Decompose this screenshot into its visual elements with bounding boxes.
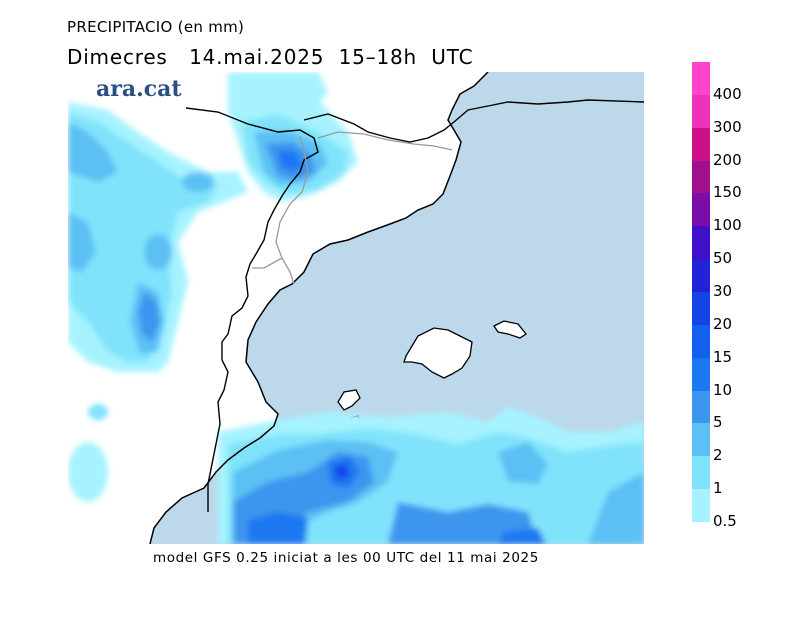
legend-swatch [692, 259, 710, 293]
legend-swatch [692, 94, 710, 129]
ara-cat-logo: ara.cat [96, 76, 182, 102]
precipitation-map [68, 72, 644, 544]
legend-swatch [692, 456, 710, 490]
legend-swatch [692, 324, 710, 359]
region-border [252, 131, 453, 285]
north-border [303, 99, 644, 143]
legend-label: 30 [713, 282, 733, 300]
legend-swatch [692, 127, 710, 162]
legend-label: 300 [713, 117, 742, 136]
legend-label: 10 [713, 380, 733, 399]
legend-swatch [692, 357, 710, 392]
legend-swatch [692, 160, 710, 194]
coastline [149, 72, 489, 544]
legend-label: 15 [713, 347, 733, 366]
france-border [185, 107, 319, 512]
precipitation-field [68, 72, 644, 544]
legend-swatch [692, 62, 710, 96]
legend-label: 20 [713, 314, 733, 333]
legend-swatch [692, 390, 710, 424]
legend-label: 5 [713, 413, 723, 432]
map-title: PRECIPITACIO (en mm) [67, 18, 245, 36]
legend-label: 1 [713, 479, 723, 498]
precipitation-legend [692, 62, 710, 523]
model-info-footer: model GFS 0.25 iniciat a les 00 UTC del … [153, 550, 539, 566]
menorca-island [493, 320, 527, 339]
map-subtitle: Dimecres 14.mai.2025 15–18h UTC [67, 45, 474, 69]
legend-swatch [692, 226, 710, 260]
legend-label: 400 [713, 84, 742, 103]
legend-swatch [692, 423, 710, 457]
legend-swatch [692, 193, 710, 227]
legend-swatch [692, 489, 710, 523]
legend-label: 2 [713, 446, 723, 465]
mallorca-island [403, 327, 473, 379]
legend-label: 200 [713, 150, 742, 169]
eivissa-island [337, 389, 361, 411]
legend-label: 50 [713, 249, 733, 268]
legend-label: 0.5 [713, 512, 737, 530]
legend-label: 150 [713, 183, 742, 202]
legend-label: 100 [713, 216, 742, 235]
legend-swatch [692, 292, 710, 326]
